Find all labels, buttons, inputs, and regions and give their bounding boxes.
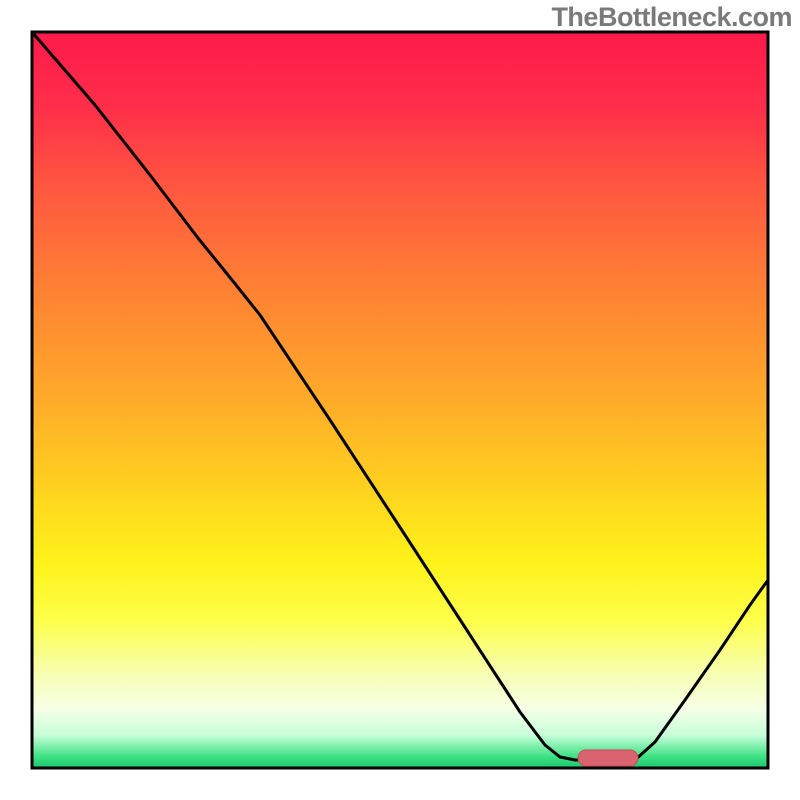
bottleneck-chart [0, 0, 800, 800]
optimal-marker [578, 750, 638, 766]
chart-container: TheBottleneck.com [0, 0, 800, 800]
plot-background [32, 32, 768, 768]
watermark-text: TheBottleneck.com [551, 2, 792, 33]
